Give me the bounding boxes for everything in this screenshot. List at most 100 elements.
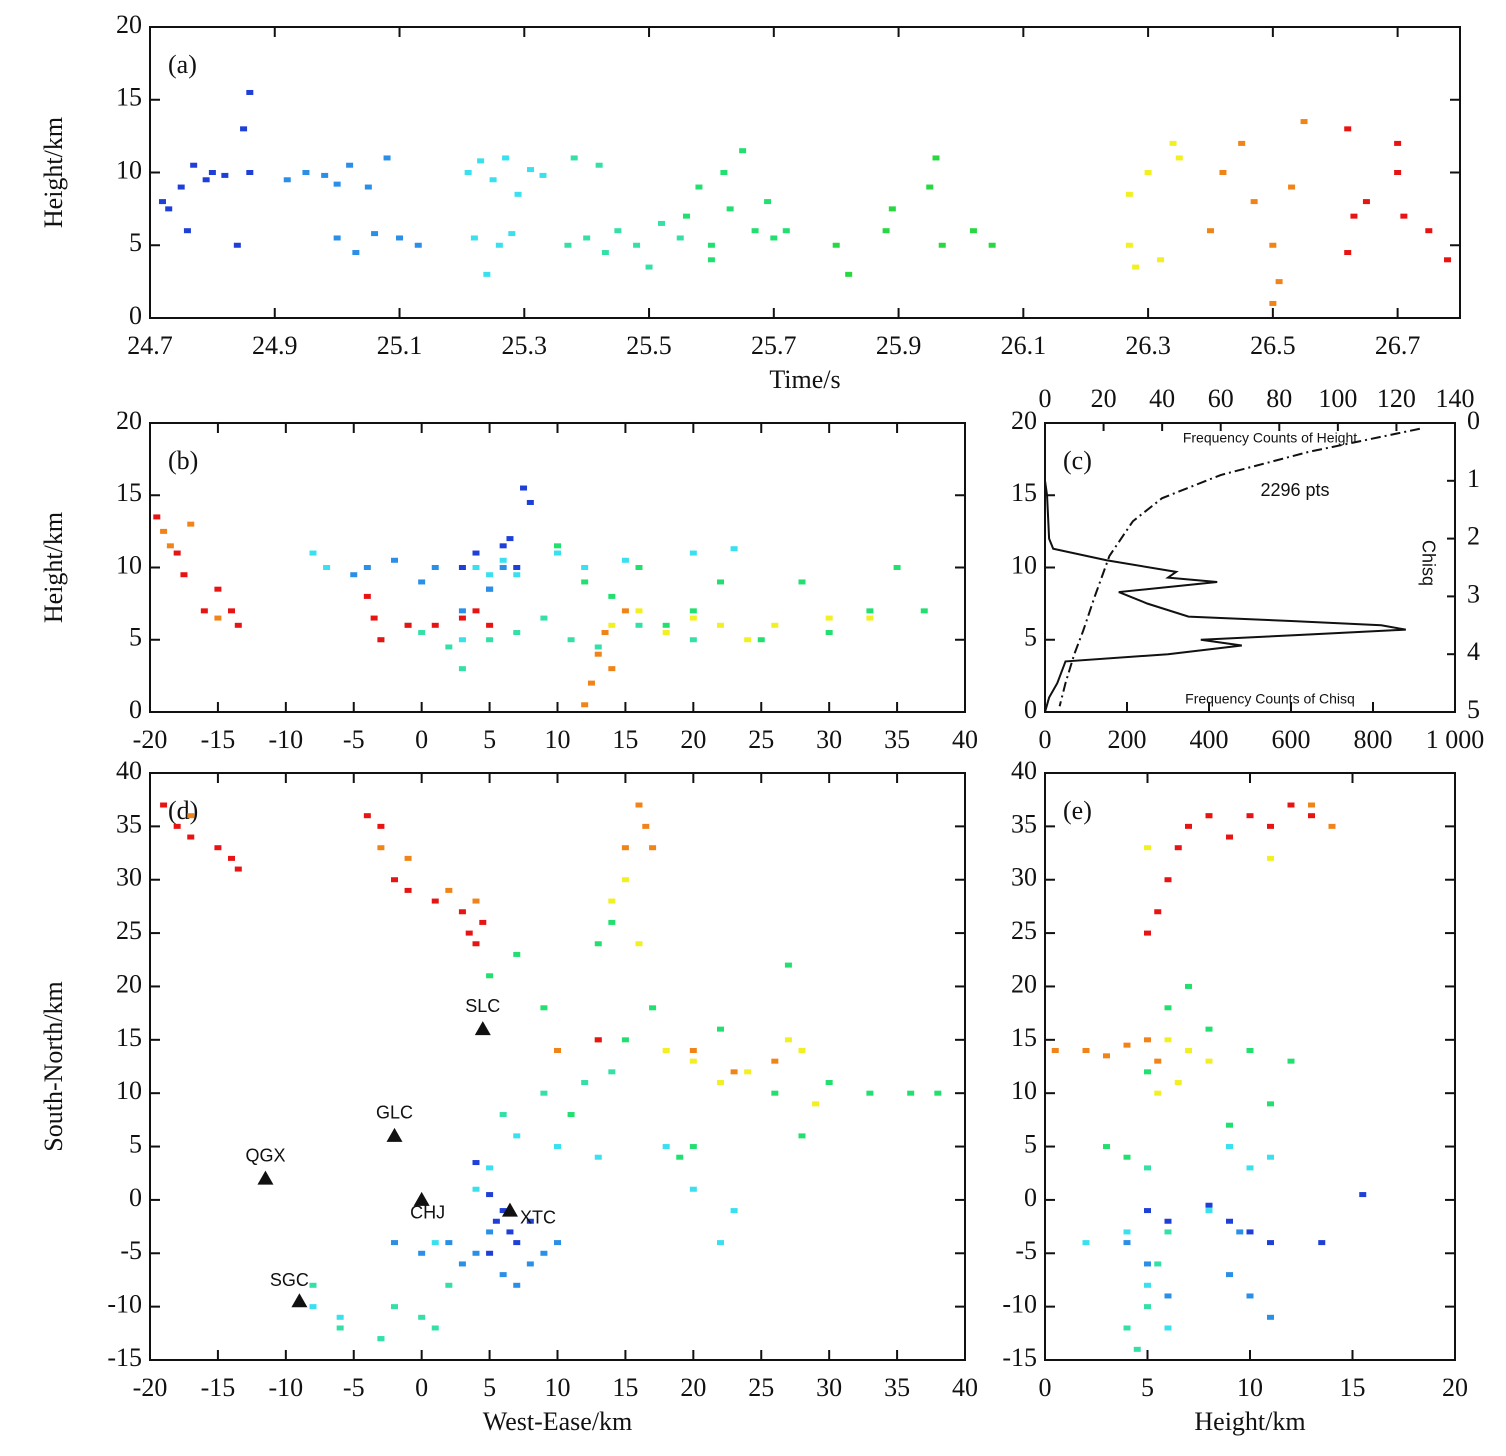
point: [608, 1069, 616, 1075]
x-tick-label: 200: [1108, 725, 1147, 754]
point: [486, 1250, 494, 1256]
point: [333, 235, 341, 241]
point: [391, 877, 398, 883]
x-tick-label: 26.7: [1375, 331, 1421, 360]
point: [513, 951, 521, 957]
point: [608, 919, 616, 925]
point: [458, 909, 466, 915]
point: [214, 615, 222, 621]
x-tick-label: 10: [545, 725, 571, 754]
station-label: SLC: [465, 996, 500, 1016]
panel-label: (b): [168, 446, 198, 475]
x-tick-label: 25.1: [377, 331, 423, 360]
point: [1267, 1314, 1274, 1320]
point: [1226, 1218, 1233, 1224]
point: [472, 1186, 480, 1192]
point: [1123, 1240, 1131, 1246]
point: [513, 572, 521, 578]
point: [932, 155, 940, 161]
y-tick-label: 15: [116, 83, 142, 112]
x-tick-label: 1 000: [1426, 725, 1485, 754]
point: [431, 1240, 439, 1246]
point: [934, 1090, 942, 1096]
point: [514, 191, 522, 197]
point: [621, 845, 629, 851]
point: [495, 242, 503, 248]
point: [1082, 1047, 1090, 1053]
point: [1205, 1058, 1213, 1064]
point: [1308, 802, 1315, 808]
y-tick-label: 5: [129, 228, 142, 257]
station-label: XTC: [520, 1207, 556, 1227]
x-tick-label: 20: [680, 1373, 706, 1402]
point: [540, 1005, 548, 1011]
point: [739, 148, 747, 154]
point: [502, 155, 510, 161]
x-tick-label: 25.5: [626, 331, 672, 360]
point: [635, 941, 643, 947]
annotation: 2296 pts: [1260, 480, 1329, 500]
point: [594, 1154, 602, 1160]
point: [383, 155, 391, 161]
point: [350, 572, 358, 578]
x-tick-label: 20: [680, 725, 706, 754]
point: [764, 199, 772, 205]
point: [730, 1069, 738, 1075]
point: [1144, 930, 1151, 936]
point: [1164, 1325, 1172, 1331]
point: [539, 172, 547, 178]
point: [1267, 1154, 1274, 1160]
x-tick-label: 0: [415, 1373, 428, 1402]
x-tick-label: 0: [1039, 1373, 1052, 1402]
point: [645, 264, 653, 270]
point: [784, 962, 792, 968]
point: [404, 622, 412, 628]
y-tick-label: 10: [116, 1076, 142, 1105]
point: [177, 184, 185, 190]
x-tick-label: -20: [133, 1373, 168, 1402]
point: [431, 622, 439, 628]
point: [1123, 1154, 1131, 1160]
y-tick-label: 5: [1024, 1130, 1037, 1159]
point: [465, 930, 473, 936]
point: [689, 1186, 697, 1192]
station-label: SGC: [270, 1270, 309, 1290]
point: [173, 550, 181, 556]
point: [513, 1240, 521, 1246]
point: [486, 572, 494, 578]
point: [486, 622, 494, 628]
point: [1246, 1047, 1254, 1053]
point: [689, 637, 697, 643]
station-label: QGX: [245, 1145, 285, 1165]
point: [771, 1058, 779, 1064]
point: [418, 1314, 426, 1320]
point: [1394, 140, 1402, 146]
station-marker: [291, 1293, 308, 1308]
point: [564, 242, 572, 248]
station-marker: [257, 1170, 274, 1185]
point: [1344, 250, 1352, 256]
point: [234, 866, 242, 872]
point: [695, 184, 703, 190]
point: [717, 1080, 724, 1086]
station-marker: [474, 1021, 491, 1036]
y-tick-label: 10: [1011, 550, 1037, 579]
point: [513, 630, 521, 636]
point: [845, 271, 853, 277]
point: [1206, 228, 1214, 234]
x-tick-label: 5: [1141, 1373, 1154, 1402]
point: [1425, 228, 1433, 234]
point: [352, 250, 360, 256]
point: [866, 608, 874, 614]
point: [187, 813, 195, 819]
point: [458, 666, 466, 672]
point: [635, 622, 643, 628]
point: [396, 235, 404, 241]
point: [363, 593, 371, 599]
point: [506, 536, 514, 542]
plot-frame: [1044, 772, 1456, 1361]
point: [594, 651, 602, 657]
point: [472, 1160, 480, 1166]
point: [1226, 1272, 1233, 1278]
point: [499, 1208, 507, 1214]
